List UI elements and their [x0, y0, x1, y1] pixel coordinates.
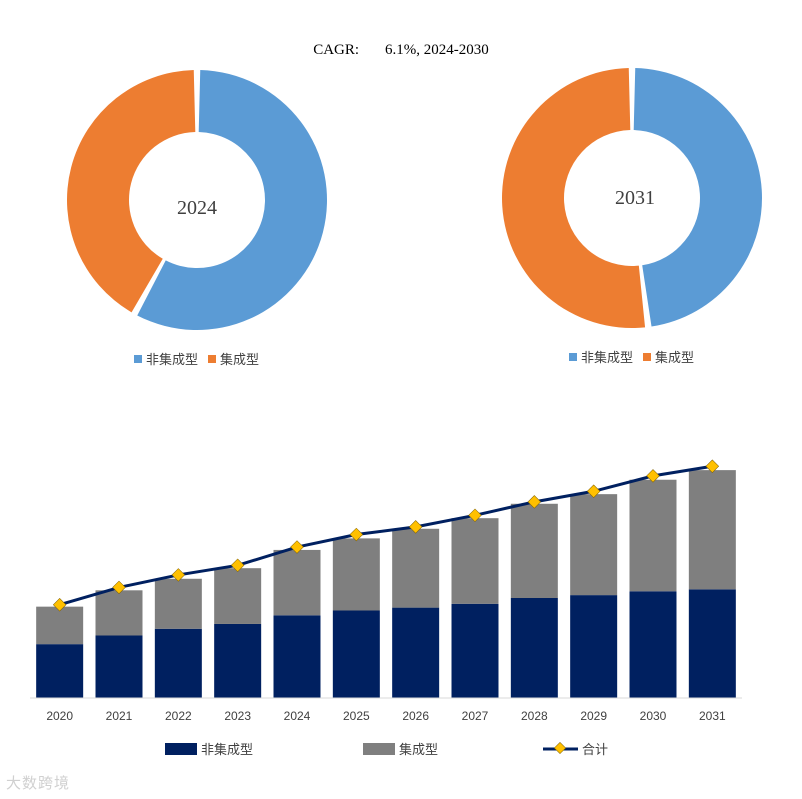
- x-tick-label: 2030: [640, 709, 667, 723]
- bar-non-integrated-2021: [95, 635, 143, 698]
- bar-non-integrated-2026: [392, 607, 440, 698]
- bar-non-integrated-2029: [570, 595, 618, 698]
- total-marker-2027: [468, 508, 482, 523]
- total-marker-2021: [112, 580, 126, 595]
- bar-non-integrated-2023: [214, 623, 262, 698]
- bar-non-integrated-2031: [688, 589, 736, 698]
- watermark-text: 大数跨境: [6, 774, 71, 792]
- donut-chart-2024: 2024: [67, 70, 328, 331]
- legend-label-total: 合计: [582, 743, 608, 758]
- donut-slice-non-integrated: [633, 68, 762, 327]
- watermark-logo: 大数跨境: [6, 772, 70, 793]
- x-tick-label: 2022: [165, 709, 192, 723]
- x-tick-label: 2020: [46, 709, 73, 723]
- total-marker-2028: [527, 495, 542, 509]
- total-line: [59, 464, 713, 607]
- x-tick-label: 2025: [343, 709, 370, 723]
- x-axis-ticks: 2020 2021 2022 2023 2024 2025 2026 2027 2028 2029…: [46, 709, 726, 723]
- legend-label-non-integrated: 非集成型: [581, 350, 633, 366]
- bar-legend: 非集成型 集成型 合计: [165, 741, 608, 758]
- legend-label-non-integrated: 非集成型: [201, 742, 253, 758]
- donut-slice-non-integrated: [137, 70, 328, 331]
- bar-integrated-2023: [214, 568, 262, 624]
- donut-center-label: 2024: [177, 197, 217, 219]
- bar-non-integrated-2020: [36, 644, 84, 698]
- stacked-bar-chart: [36, 459, 736, 698]
- bar-non-integrated-2025: [332, 610, 380, 698]
- bar-integrated-2028: [510, 503, 558, 598]
- x-tick-label: 2024: [284, 709, 311, 723]
- legend-swatch-non-integrated: [165, 743, 197, 755]
- x-tick-label: 2026: [402, 709, 429, 723]
- x-tick-label: 2027: [462, 709, 489, 723]
- bar-integrated-2020: [36, 606, 84, 645]
- legend-label-integrated: 集成型: [399, 742, 438, 758]
- total-marker-2025: [349, 527, 364, 542]
- bar-integrated-2026: [392, 528, 440, 608]
- bar-integrated-2024: [273, 549, 321, 616]
- legend-swatch-integrated: [643, 353, 651, 361]
- total-marker-2024: [290, 540, 304, 554]
- bar-non-integrated-2024: [273, 615, 321, 698]
- bar-integrated-2022: [154, 578, 202, 629]
- legend-label-non-integrated: 非集成型: [146, 352, 198, 368]
- donut-slice-integrated: [67, 70, 196, 313]
- donut-legend-2031: 非集成型 集成型: [569, 350, 694, 366]
- donut-slice-integrated: [501, 68, 646, 329]
- bar-non-integrated-2027: [451, 603, 499, 698]
- bar-integrated-2029: [570, 494, 618, 596]
- cagr-value: 6.1%, 2024-2030: [385, 42, 489, 58]
- total-marker-2023: [230, 558, 245, 573]
- legend-swatch-non-integrated: [134, 355, 142, 363]
- x-tick-label: 2029: [580, 709, 607, 723]
- donut-legend-2024: 非集成型 集成型: [134, 352, 259, 368]
- x-tick-label: 2031: [699, 709, 726, 723]
- total-marker-2029: [586, 484, 601, 498]
- total-marker-2022: [171, 568, 186, 582]
- bar-integrated-2027: [451, 518, 499, 604]
- legend-marker-total: [553, 741, 567, 755]
- x-tick-label: 2028: [521, 709, 548, 723]
- donut-center-label: 2031: [615, 187, 655, 209]
- legend-swatch-integrated: [363, 743, 395, 755]
- donut-chart-2031: 2031: [501, 68, 762, 329]
- legend-swatch-non-integrated: [569, 353, 577, 361]
- legend-label-integrated: 集成型: [655, 350, 694, 366]
- total-marker-2030: [646, 469, 660, 483]
- x-tick-label: 2023: [224, 709, 251, 723]
- bar-integrated-2030: [629, 479, 677, 592]
- legend-label-integrated: 集成型: [220, 352, 259, 368]
- bar-integrated-2021: [95, 590, 143, 636]
- bar-non-integrated-2028: [510, 598, 558, 698]
- legend-swatch-integrated: [208, 355, 216, 363]
- total-marker-2026: [408, 520, 423, 534]
- bar-integrated-2031: [688, 470, 736, 590]
- total-marker-2031: [705, 459, 720, 473]
- bar-non-integrated-2022: [154, 628, 202, 698]
- bar-non-integrated-2030: [629, 591, 677, 698]
- bar-integrated-2025: [332, 538, 380, 611]
- total-marker-2020: [52, 598, 67, 612]
- cagr-header: CAGR: 6.1%, 2024-2030: [0, 42, 802, 59]
- cagr-label: CAGR:: [313, 42, 360, 58]
- x-tick-label: 2021: [106, 709, 133, 723]
